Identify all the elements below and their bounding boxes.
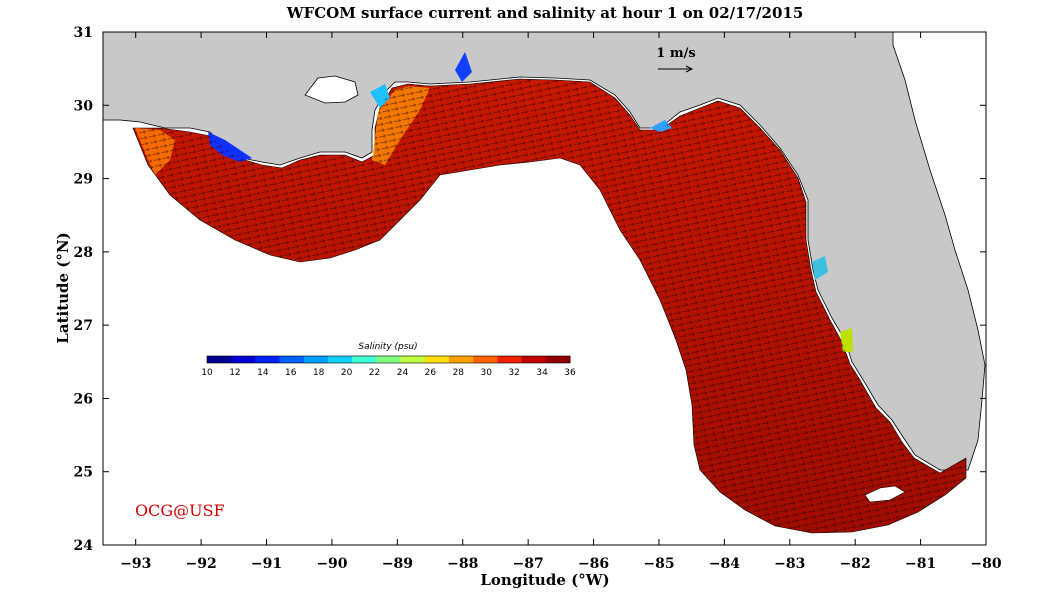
colorbar-segment [255, 356, 281, 363]
y-tick-label: 30 [74, 98, 94, 114]
x-tick-label: −84 [709, 556, 740, 572]
florida-keys [864, 485, 906, 503]
colorbar-segment [424, 356, 450, 363]
x-tick-label: −88 [447, 556, 478, 572]
x-tick-label: −85 [643, 556, 674, 572]
colorbar-tick-label: 18 [313, 368, 325, 378]
scale-arrow [658, 65, 694, 73]
x-tick-label: −80 [970, 556, 1001, 572]
colorbar-segment [449, 356, 474, 363]
y-tick-label: 25 [74, 465, 93, 481]
colorbar-tick-label: 24 [397, 368, 409, 378]
x-tick-label: −83 [774, 556, 805, 572]
colorbar-segment [328, 356, 353, 363]
x-tick-label: −91 [251, 556, 282, 572]
land-mass [103, 32, 986, 471]
x-tick-label: −93 [120, 556, 151, 572]
x-tick-label: −86 [578, 556, 609, 572]
colorbar-segment [376, 356, 402, 363]
y-axis: 24 25 26 27 28 29 30 31 [74, 25, 986, 554]
salinity-colorbar [206, 355, 571, 364]
colorbar-tick-label: 10 [201, 368, 213, 378]
colorbar-tick-label: 14 [257, 368, 269, 378]
x-axis-label: Longitude (°W) [480, 571, 609, 589]
river-plume-blue [208, 132, 252, 162]
river-plume-tampa [812, 256, 828, 280]
colorbar-segment [400, 356, 426, 363]
colorbar-tick-label: 34 [536, 368, 548, 378]
colorbar-segment [303, 356, 329, 363]
colorbar-frame [206, 355, 571, 364]
colorbar-segment [521, 356, 547, 363]
y-tick-label: 26 [74, 391, 93, 407]
lake-pontchartrain [304, 75, 359, 104]
x-tick-label: −81 [905, 556, 936, 572]
map-area [103, 32, 986, 534]
colorbar-tick-label: 36 [564, 368, 576, 378]
x-tick-label: −87 [513, 556, 544, 572]
colorbar-segment [545, 356, 571, 363]
colorbar-tick-label: 32 [508, 368, 519, 378]
y-tick-label: 28 [74, 245, 93, 261]
x-tick-label: −92 [186, 556, 217, 572]
river-plume-mobile-bay [455, 52, 472, 82]
colorbar-tick-label: 16 [285, 368, 297, 378]
x-axis: −93 −92 −91 −90 −89 −88 −87 −86 −85 −84 −83 −82 −81 −… [120, 32, 1002, 572]
colorbar-segment [279, 356, 305, 363]
plot-frame [102, 31, 987, 546]
current-vectors [133, 79, 966, 533]
y-axis-label: Latitude (°N) [54, 232, 72, 343]
colorbar-ticks: 10 12 14 16 18 20 22 24 26 28 30 32 34 36 [201, 368, 576, 378]
x-tick-label: −89 [382, 556, 413, 572]
y-tick-label: 27 [74, 318, 93, 334]
scale-arrow-label: 1 m/s [656, 46, 695, 61]
colorbar-tick-label: 28 [453, 368, 465, 378]
colorbar-tick-label: 30 [481, 368, 493, 378]
colorbar-title: Salinity (psu) [358, 342, 417, 352]
y-tick-label: 29 [74, 172, 93, 188]
credit-label: OCG@USF [135, 501, 225, 520]
colorbar-tick-label: 12 [229, 368, 240, 378]
colorbar-tick-label: 20 [341, 368, 353, 378]
colorbar-segment [231, 356, 256, 363]
colorbar-tick-label: 26 [425, 368, 437, 378]
colorbar-segment [497, 356, 523, 363]
y-tick-label: 24 [74, 538, 94, 554]
x-tick-label: −82 [840, 556, 871, 572]
x-tick-label: −90 [316, 556, 347, 572]
colorbar-segment [207, 356, 232, 363]
colorbar-segment [352, 356, 377, 363]
y-tick-label: 31 [74, 25, 93, 41]
colorbar-tick-label: 22 [369, 368, 380, 378]
colorbar-segment [473, 356, 498, 363]
map-title: WFCOM surface current and salinity at ho… [286, 4, 804, 22]
